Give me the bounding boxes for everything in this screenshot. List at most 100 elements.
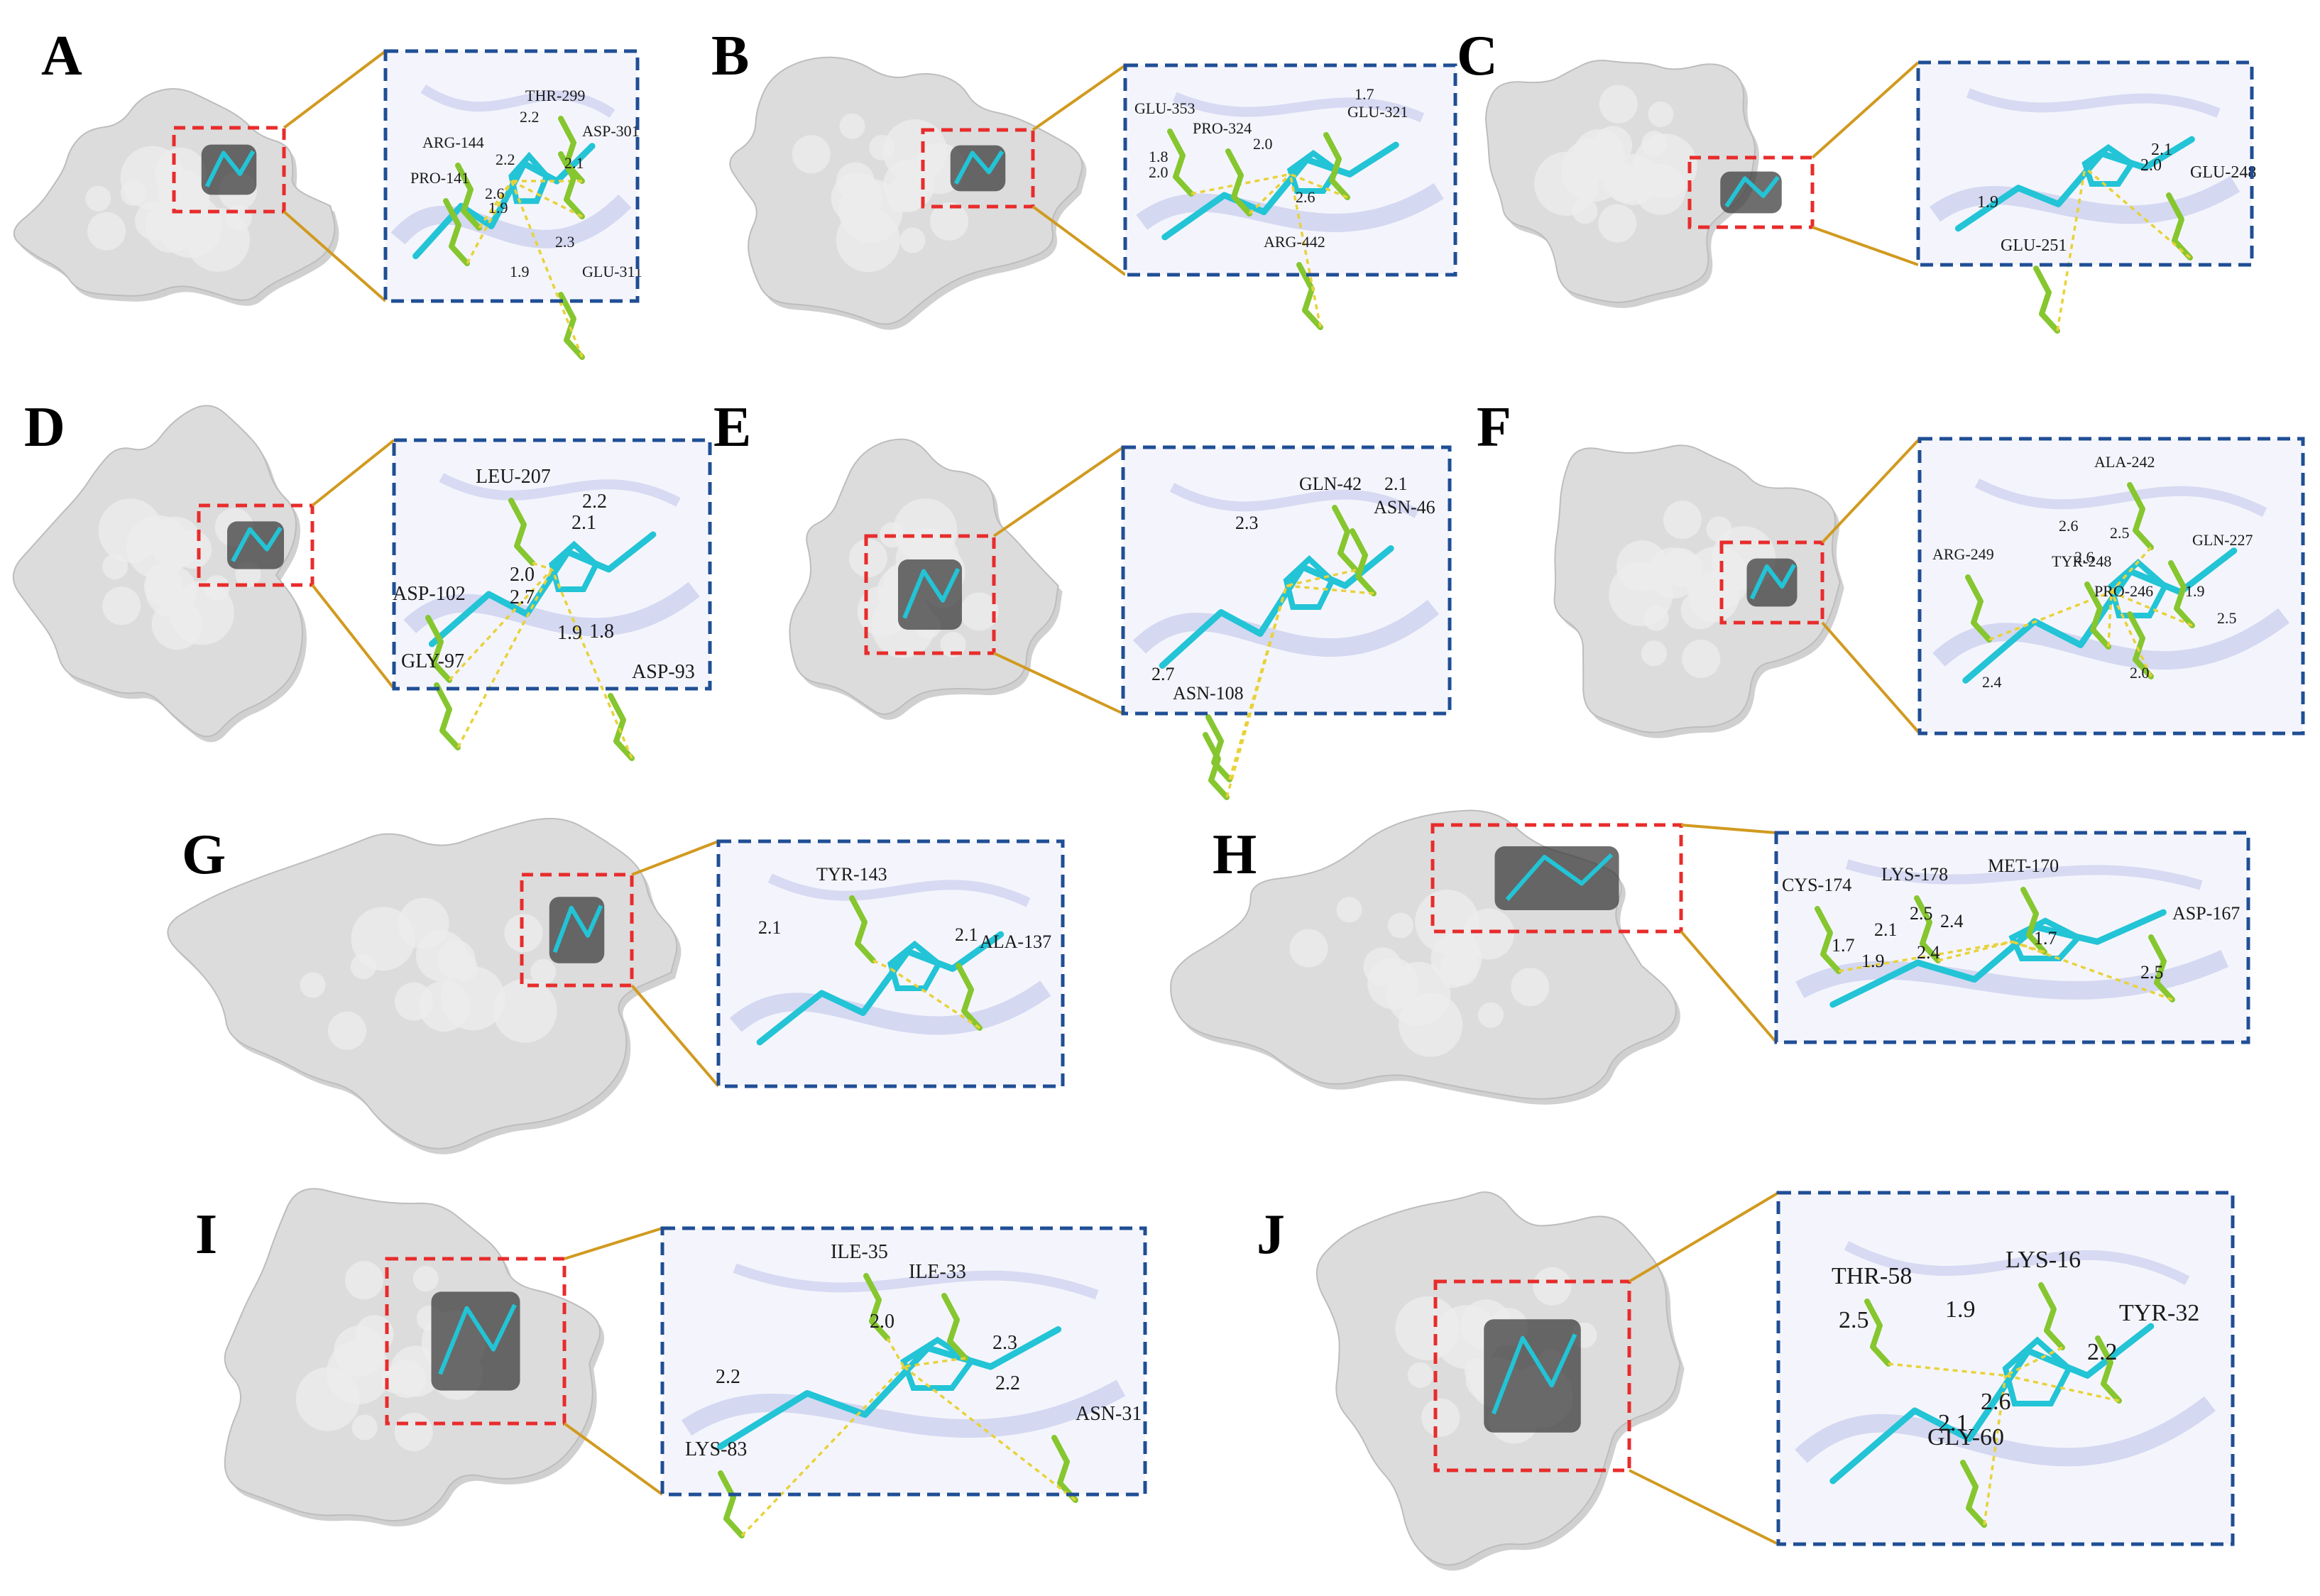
callout-line	[283, 50, 387, 129]
ligand-sticks	[756, 931, 1005, 1046]
interaction-inset: GLU-353PRO-324GLU-321ARG-4421.72.01.82.0…	[1123, 63, 1457, 330]
residue-sticks	[718, 1470, 745, 1538]
bound-ligand	[1724, 175, 1780, 208]
residue-label: ASP-102	[393, 583, 466, 605]
residue-label: ALA-242	[2094, 453, 2155, 471]
binding-pocket	[1494, 846, 1619, 910]
interaction-inset: THR-299 ASP-301 ARG-144 PRO-141 GLU-311 2.2 2.…	[383, 49, 642, 360]
distance-label: 2.2	[582, 491, 607, 513]
distance-label: 2.2	[496, 151, 515, 168]
residue-sticks	[1225, 148, 1252, 217]
protein-ribbon	[1932, 608, 2289, 670]
panel-j: J THR-58 LYS-16 TYR-32 GLY-60 2.5 1.9 2.2 2.6 2.1	[1257, 1191, 2235, 1571]
residue-sticks	[2127, 482, 2154, 550]
callout-line	[1811, 61, 1920, 159]
protein-ribbon	[1795, 1396, 2216, 1467]
hbond-dashes	[2005, 1346, 2063, 1377]
residue-sticks	[558, 151, 585, 219]
residue-sticks	[2084, 581, 2111, 650]
bound-ligand	[953, 150, 1005, 185]
distance-label: 2.1	[2151, 141, 2172, 159]
binding-pocket	[431, 1291, 520, 1391]
binding-pocket	[549, 897, 605, 963]
inset-border	[1917, 437, 2305, 736]
panel-h: H CYS-174 LYS-178 MET-170 ASP-167 1.7 2.1 1.9 2.…	[1170, 809, 2250, 1105]
inset-border	[660, 1226, 1147, 1497]
callout-line	[1032, 205, 1127, 276]
hbond-dashes	[510, 180, 583, 218]
pocket-box	[1433, 1279, 1631, 1472]
residue-label: LEU-207	[476, 466, 551, 488]
protein-surface	[1485, 60, 1759, 308]
residue-label: TYR-248	[2052, 552, 2111, 570]
residue-label: GLU-251	[2001, 236, 2067, 255]
pocket-box	[172, 126, 286, 214]
residue-sticks	[1864, 1299, 1891, 1367]
residue-label: ASP-167	[2172, 903, 2240, 924]
callout-line	[1821, 437, 1921, 544]
residue-sticks	[2038, 1282, 2065, 1350]
residue-label: GLU-353	[1134, 99, 1195, 117]
residue-label: GLU-321	[1347, 103, 1408, 121]
residue-sticks	[558, 116, 585, 184]
panel-label: B	[711, 25, 749, 87]
inset-border	[383, 49, 640, 303]
binding-pocket	[201, 144, 257, 195]
pocket-box	[385, 1257, 567, 1426]
residue-sticks	[2166, 192, 2193, 261]
protein-ribbon	[729, 980, 1051, 1035]
protein-ribbon	[1966, 88, 2221, 118]
hbond-dashes	[466, 180, 513, 264]
bound-ligand	[552, 904, 603, 953]
panel-label: H	[1213, 824, 1257, 886]
hbond-dashes	[1286, 569, 1357, 587]
distance-label: 2.5	[2140, 962, 2164, 983]
protein-surface	[224, 1188, 605, 1527]
residue-sticks	[2148, 934, 2175, 1002]
callout-line	[564, 1227, 663, 1260]
residue-sticks	[849, 895, 876, 963]
ligand-ring	[508, 151, 550, 204]
panel-i: I ILE-35 ILE-33 LYS-83 ASN-31 2.0 2.3 2.2 2.2	[195, 1188, 1147, 1538]
distance-label: 2.0	[2140, 156, 2162, 175]
distance-label: 2.2	[520, 108, 540, 126]
ligand-ring	[2081, 143, 2136, 187]
residue-label: ASP-301	[582, 122, 640, 140]
protein-ribbon	[1844, 1241, 2190, 1285]
hbond-dashes	[448, 568, 553, 682]
protein-ribbon	[1974, 479, 2267, 517]
distance-label: 2.6	[1981, 1389, 2011, 1415]
residue-sticks	[1323, 132, 1350, 200]
protein-ribbon	[733, 1263, 1099, 1300]
ligand-ring	[2108, 558, 2169, 618]
residue-label: GLU-248	[2190, 163, 2256, 182]
distance-label: 2.4	[1982, 673, 2002, 691]
bound-ligand	[902, 567, 961, 619]
distance-label: 2.5	[2110, 524, 2130, 542]
distance-label: 2.7	[1151, 664, 1175, 684]
binding-pocket	[1746, 558, 1798, 607]
residue-label: ASN-108	[1173, 683, 1244, 704]
protein-ribbon	[681, 1379, 1126, 1438]
interaction-inset: GLN-42 ASN-46 ASN-108 2.3 2.1 2.7	[1121, 445, 1452, 800]
residue-label: PRO-141	[410, 169, 469, 187]
ligand-ring	[1283, 555, 1336, 610]
distance-label: 2.1	[1938, 1410, 1969, 1436]
residue-label: ARG-249	[1932, 545, 1994, 563]
distance-label: 2.5	[1910, 903, 1933, 924]
panel-label: E	[713, 396, 751, 459]
residue-sticks	[2095, 1335, 2122, 1404]
callout-line	[563, 1422, 664, 1496]
distance-label: 1.7	[1832, 935, 1855, 956]
residue-label: LYS-178	[1881, 864, 1948, 885]
ligand-ring	[887, 940, 943, 991]
ligand-sticks	[1161, 141, 1399, 241]
distance-label: 2.1	[758, 917, 782, 938]
distance-label: 1.7	[2034, 928, 2057, 949]
callout-line	[631, 840, 719, 876]
hbond-dashes	[2084, 166, 2192, 259]
residue-sticks	[1332, 505, 1359, 573]
distance-label: 1.9	[1977, 193, 1998, 212]
